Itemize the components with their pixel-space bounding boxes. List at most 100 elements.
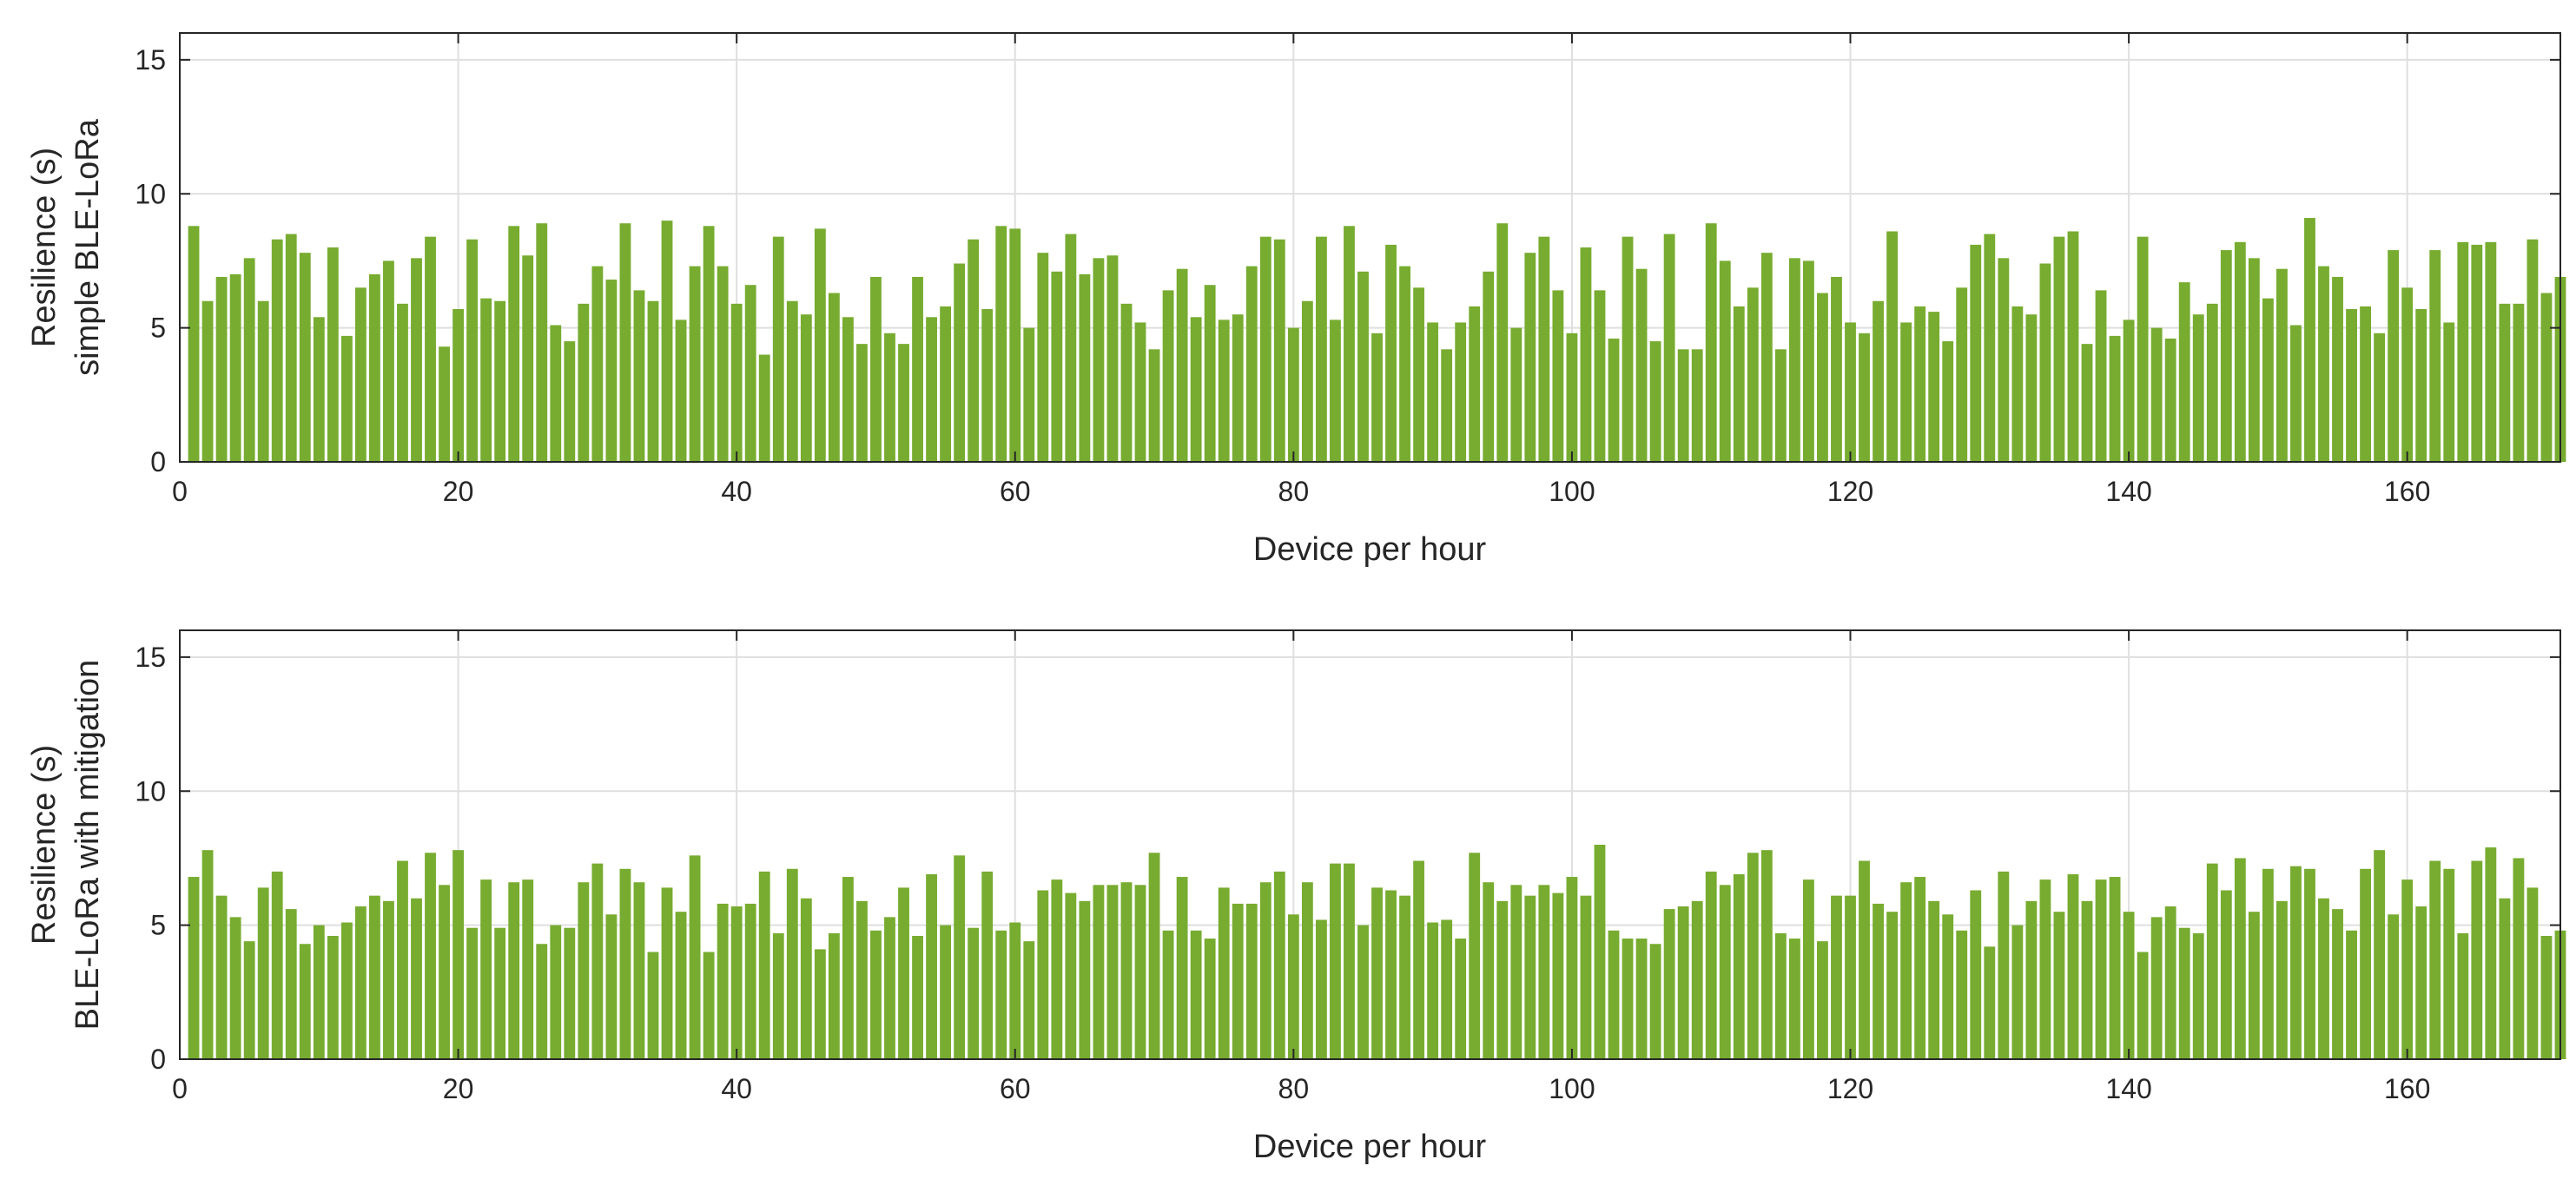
top-bar <box>1914 306 1926 462</box>
bottom-bar <box>1399 895 1410 1059</box>
bottom-bar <box>188 877 200 1059</box>
top-bar <box>188 226 200 462</box>
bottom-bar <box>1774 932 1787 1059</box>
bottom-bar <box>397 860 408 1059</box>
bottom-bar <box>1079 900 1091 1059</box>
top-bar <box>2220 250 2232 462</box>
top-bar <box>2401 287 2414 462</box>
bottom-bar <box>2039 879 2051 1059</box>
bottom-y-tick-label: 5 <box>150 910 166 941</box>
top-bar <box>1371 333 1383 462</box>
top-bar <box>1065 234 1077 462</box>
bottom-x-tick-label: 100 <box>1549 1073 1595 1104</box>
bottom-x-tick-label: 40 <box>721 1073 752 1104</box>
bottom-bar <box>1427 922 1439 1059</box>
bottom-bar <box>2137 952 2149 1059</box>
top-bar <box>661 221 673 462</box>
top-bar <box>1691 349 1703 462</box>
top-bar <box>1413 287 1425 462</box>
bottom-bar <box>856 900 868 1059</box>
bottom-bar <box>2540 935 2553 1059</box>
top-bar <box>480 298 492 462</box>
bottom-bar <box>2415 906 2427 1059</box>
bottom-bar <box>550 925 562 1059</box>
top-bar <box>229 273 241 462</box>
top-bar <box>744 285 756 462</box>
top-bar <box>2471 244 2483 462</box>
top-y-tick-label: 10 <box>135 178 166 209</box>
bottom-bar <box>1176 877 1188 1059</box>
bottom-x-tick-label: 120 <box>1827 1073 1873 1104</box>
top-bar <box>2415 309 2427 462</box>
top-bar <box>2276 268 2288 462</box>
top-bar <box>1510 327 1522 462</box>
bottom-bar <box>1956 930 1968 1059</box>
bottom-bar <box>2262 868 2274 1059</box>
top-bar <box>1023 327 1035 462</box>
bottom-bar <box>1301 882 1313 1059</box>
top-bar <box>981 309 994 462</box>
bottom-bar <box>425 853 436 1059</box>
top-bar <box>1900 322 1912 462</box>
top-bar <box>1385 244 1397 462</box>
top-x-tick-label: 60 <box>1000 476 1031 507</box>
bottom-chart-panel: 0 20 40 60 80 100 120 140 160 0 5 10 15 Device per h… <box>26 629 2566 1165</box>
bottom-bar <box>926 873 937 1059</box>
bottom-bar <box>1733 873 1745 1059</box>
top-bar <box>243 258 255 462</box>
top-bar <box>1176 268 1188 462</box>
bottom-bar <box>201 850 214 1059</box>
top-bar <box>954 263 966 462</box>
top-y-tick-label: 15 <box>135 44 166 76</box>
top-bar <box>257 300 269 462</box>
top-bar <box>2388 250 2400 462</box>
bottom-bar <box>2499 898 2511 1059</box>
top-bar <box>299 253 311 462</box>
top-bar <box>898 344 909 462</box>
bottom-y-axis-title-line2: BLE-LoRa with mitigation <box>69 660 106 1031</box>
top-bar <box>1218 319 1230 462</box>
bottom-bar <box>2485 847 2497 1059</box>
bottom-bar <box>1845 895 1856 1059</box>
top-bar <box>1831 276 1842 462</box>
top-bar <box>1622 236 1634 462</box>
bottom-bar <box>689 855 701 1059</box>
top-bar <box>397 303 408 462</box>
bottom-bar <box>1093 885 1105 1059</box>
bottom-x-tick-label: 20 <box>443 1073 474 1104</box>
bottom-bar <box>1120 882 1133 1059</box>
top-bar <box>1984 234 1996 462</box>
bottom-x-tick-label: 140 <box>2105 1073 2151 1104</box>
bottom-bar <box>564 927 576 1059</box>
top-x-tick-label: 0 <box>172 476 188 507</box>
bottom-bar <box>633 882 645 1059</box>
bottom-bar <box>1245 903 1258 1059</box>
top-bar <box>522 255 534 462</box>
top-bar <box>1469 306 1481 462</box>
bottom-bar <box>1510 885 1522 1059</box>
top-x-tick-label: 100 <box>1549 476 1595 507</box>
top-bar <box>800 314 812 462</box>
bottom-bar <box>1218 887 1230 1059</box>
top-bar <box>340 335 353 462</box>
bottom-bar <box>2457 932 2469 1059</box>
top-bar <box>1956 287 1968 462</box>
bottom-bar <box>522 879 534 1059</box>
bottom-bar <box>2067 873 2079 1059</box>
top-bar <box>1817 293 1828 462</box>
top-bar <box>2457 241 2469 462</box>
bottom-bar <box>995 930 1007 1059</box>
top-bar <box>912 276 923 462</box>
top-bar <box>1845 322 1856 462</box>
bottom-bar <box>2360 868 2372 1059</box>
bottom-bar <box>898 887 909 1059</box>
bottom-y-tick-label: 15 <box>135 642 166 673</box>
bottom-bar <box>1413 860 1425 1059</box>
top-bar <box>1970 244 1982 462</box>
bottom-bar <box>1719 885 1731 1059</box>
top-bar <box>383 260 394 462</box>
bottom-bar <box>257 887 269 1059</box>
top-bar <box>1635 268 1648 462</box>
bottom-bar <box>2332 909 2343 1059</box>
top-bar <box>814 228 826 462</box>
